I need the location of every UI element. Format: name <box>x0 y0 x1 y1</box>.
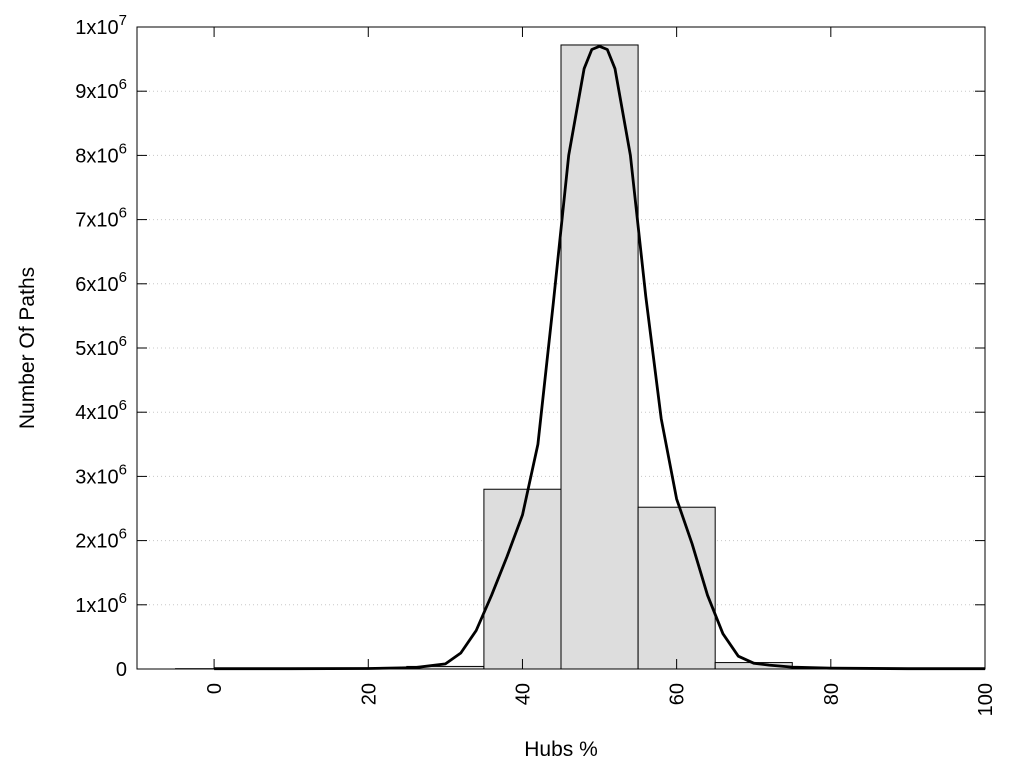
y-tick-label: 3x106 <box>75 461 127 488</box>
y-tick-label: 1x107 <box>75 12 127 39</box>
x-axis-label: Hubs % <box>524 738 598 761</box>
x-tick-label: 40 <box>512 683 534 705</box>
y-tick-label: 0 <box>116 659 127 681</box>
x-tick-label: 80 <box>821 683 843 705</box>
y-tick-label: 7x106 <box>75 205 127 232</box>
x-tick-label: 0 <box>204 683 226 694</box>
y-tick-label: 1x106 <box>75 590 127 617</box>
y-tick-label: 9x106 <box>75 76 127 103</box>
y-tick-label: 8x106 <box>75 140 127 167</box>
y-tick-label: 2x106 <box>75 526 127 553</box>
x-tick-label: 100 <box>975 683 997 716</box>
x-axis-ticks: 0 20 40 60 80 100 <box>204 27 997 716</box>
fit-curve-line <box>214 44 985 671</box>
y-axis-label: Number Of Paths <box>16 267 39 429</box>
y-tick-label: 5x106 <box>75 333 127 360</box>
histogram-bar <box>637 506 716 670</box>
y-tick-label: 4x106 <box>75 397 127 424</box>
y-tick-label: 6x106 <box>75 269 127 296</box>
x-tick-label: 20 <box>358 683 380 705</box>
histogram-bars <box>175 44 947 670</box>
fit-curve-group <box>214 44 985 671</box>
histogram-bar <box>560 44 639 670</box>
y-axis-ticks: 0 1x106 2x106 3x106 4x106 5x106 6x106 7x106 8x10… <box>75 12 985 681</box>
x-tick-label: 60 <box>667 683 689 705</box>
